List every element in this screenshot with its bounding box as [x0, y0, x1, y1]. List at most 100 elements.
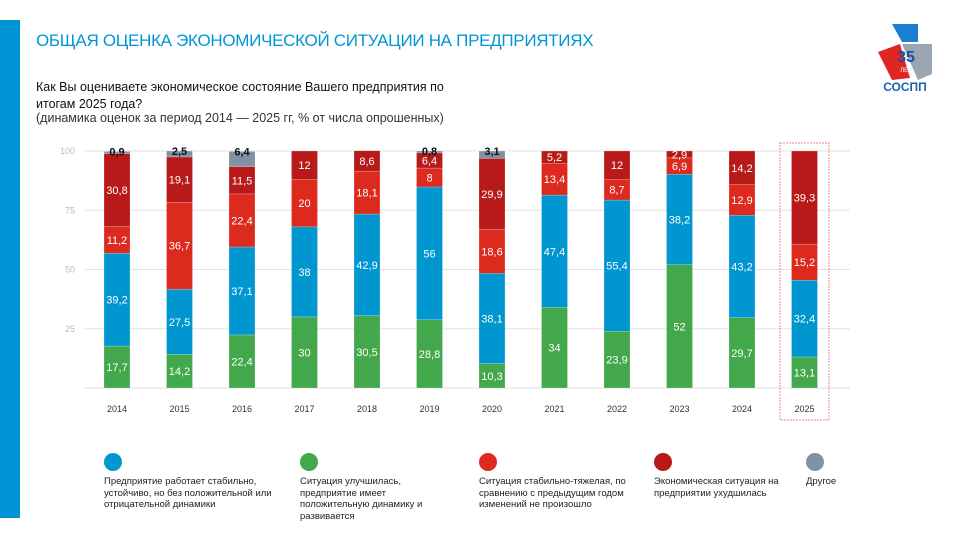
- data-label: 6,4: [234, 146, 250, 158]
- bar-segment: [478, 273, 506, 364]
- bar-segment: [228, 151, 256, 167]
- legend-label: Другое: [806, 476, 837, 487]
- bar-segment: [666, 264, 693, 389]
- data-label: 3,1: [484, 146, 499, 158]
- legend-item: Другое: [806, 453, 866, 488]
- data-label: 13,1: [794, 367, 815, 379]
- legend-item: Экономическая ситуация на предприятии ух…: [654, 453, 784, 499]
- x-tick-label: 2022: [607, 404, 627, 414]
- data-label: 29,7: [731, 348, 752, 360]
- bar-segment: [728, 150, 756, 185]
- legend-label: Ситуация стабильно-тяжелая, по сравнению…: [479, 476, 626, 510]
- bar-segment: [416, 319, 443, 389]
- data-label: 19,1: [169, 175, 190, 187]
- sospp-logo: 35 ЛЕТ: [878, 24, 932, 80]
- data-label: 6,4: [422, 155, 437, 167]
- data-label: 8,6: [359, 156, 374, 168]
- bar-segment: [791, 279, 818, 358]
- bar-segment: [416, 150, 443, 154]
- data-label: 32,4: [794, 314, 815, 326]
- x-tick-label: 2024: [732, 404, 752, 414]
- legend-swatch: [104, 453, 122, 471]
- data-label: 47,4: [544, 246, 565, 258]
- bar-segment: [228, 166, 256, 195]
- bar-segment: [228, 334, 256, 389]
- data-label: 30: [298, 347, 310, 359]
- bar-segment: [291, 226, 318, 318]
- y-tick-label: 100: [60, 146, 75, 156]
- bar-segment: [166, 156, 193, 203]
- bar-segment: [166, 288, 193, 355]
- data-label: 2,5: [172, 146, 187, 158]
- logo-years: ЛЕТ: [900, 68, 912, 74]
- data-label: 8: [426, 173, 432, 185]
- x-tick-label: 2018: [357, 404, 377, 414]
- bar-segment: [541, 194, 568, 308]
- y-tick-label: 25: [65, 324, 75, 334]
- data-label: 10,3: [481, 371, 502, 383]
- x-tick-label: 2014: [107, 404, 127, 414]
- survey-question: Как Вы оцениваете экономическое состояни…: [36, 80, 444, 111]
- bar-segment: [791, 150, 818, 245]
- bar-segment: [416, 186, 443, 320]
- bar-segment: [728, 214, 756, 318]
- legend-swatch: [654, 453, 672, 471]
- data-label: 2,9: [672, 149, 687, 161]
- data-label: 42,9: [356, 260, 377, 272]
- bar-segment: [103, 151, 131, 154]
- data-label: 17,7: [106, 362, 127, 374]
- data-label: 11,5: [232, 175, 253, 187]
- data-label: 29,9: [481, 189, 502, 201]
- x-tick-label: 2021: [544, 404, 564, 414]
- x-tick-label: 2017: [294, 404, 314, 414]
- bar-segment: [603, 199, 631, 332]
- bar-segment: [478, 150, 506, 159]
- legend-item: Ситуация стабильно-тяжелая, по сравнению…: [479, 453, 639, 511]
- data-label: 11,2: [107, 235, 128, 247]
- data-label: 14,2: [169, 366, 190, 378]
- data-label: 36,7: [169, 241, 190, 253]
- bar-segment: [291, 150, 318, 180]
- data-label: 56: [423, 248, 435, 260]
- data-label: 18,6: [481, 246, 502, 258]
- data-label: 0,9: [109, 146, 124, 158]
- data-label: 22,4: [231, 356, 252, 368]
- data-label: 14,2: [731, 163, 752, 175]
- x-tick-label: 2019: [419, 404, 439, 414]
- bar-segment: [666, 173, 693, 266]
- data-label: 23,9: [606, 355, 627, 367]
- data-label: 28,8: [419, 349, 440, 361]
- bar-segment: [353, 170, 381, 215]
- accent-stripe: [0, 20, 20, 518]
- data-label: 30,8: [106, 185, 127, 197]
- data-label: 0,8: [422, 146, 437, 158]
- x-tick-label: 2020: [482, 404, 502, 414]
- legend-swatch: [300, 453, 318, 471]
- data-label: 12: [298, 160, 310, 172]
- data-label: 52: [673, 321, 685, 333]
- bar-segment: [166, 201, 193, 290]
- bar-segment: [541, 150, 568, 164]
- data-label: 6,9: [672, 161, 687, 173]
- bar-segment: [666, 150, 693, 159]
- data-label: 15,2: [794, 257, 815, 269]
- page-title: ОБЩАЯ ОЦЕНКА ЭКОНОМИЧЕСКОЙ СИТУАЦИИ НА П…: [36, 31, 594, 50]
- data-label: 39,2: [106, 295, 127, 307]
- bar-segment: [541, 163, 568, 196]
- data-label: 8,7: [609, 185, 624, 197]
- bar-segment: [603, 150, 631, 180]
- bar-segment: [228, 193, 256, 248]
- bar-segment: [728, 184, 756, 216]
- data-label: 12,9: [731, 195, 752, 207]
- data-label: 20: [298, 198, 310, 210]
- x-tick-label: 2015: [169, 404, 189, 414]
- highlight-2025-box: [779, 142, 830, 421]
- data-label: 38: [298, 267, 310, 279]
- legend-item: Предприятие работает стабильно, устойчив…: [104, 453, 274, 511]
- bar-segment: [541, 307, 568, 389]
- data-label: 39,3: [794, 193, 815, 205]
- bar-segment: [353, 315, 381, 389]
- logo-number: 35: [897, 49, 915, 66]
- data-label: 38,1: [481, 313, 502, 325]
